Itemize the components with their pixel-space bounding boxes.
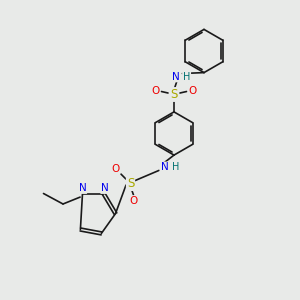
Text: N: N <box>101 183 109 193</box>
Text: O: O <box>111 164 120 174</box>
Text: N: N <box>172 71 180 82</box>
Text: H: H <box>183 71 190 82</box>
Text: H: H <box>172 162 180 172</box>
Text: S: S <box>170 88 178 101</box>
Text: N: N <box>160 162 168 172</box>
Text: O: O <box>129 196 138 206</box>
Text: N: N <box>79 183 86 193</box>
Text: O: O <box>188 86 197 96</box>
Text: S: S <box>127 177 134 190</box>
Text: O: O <box>151 86 160 96</box>
